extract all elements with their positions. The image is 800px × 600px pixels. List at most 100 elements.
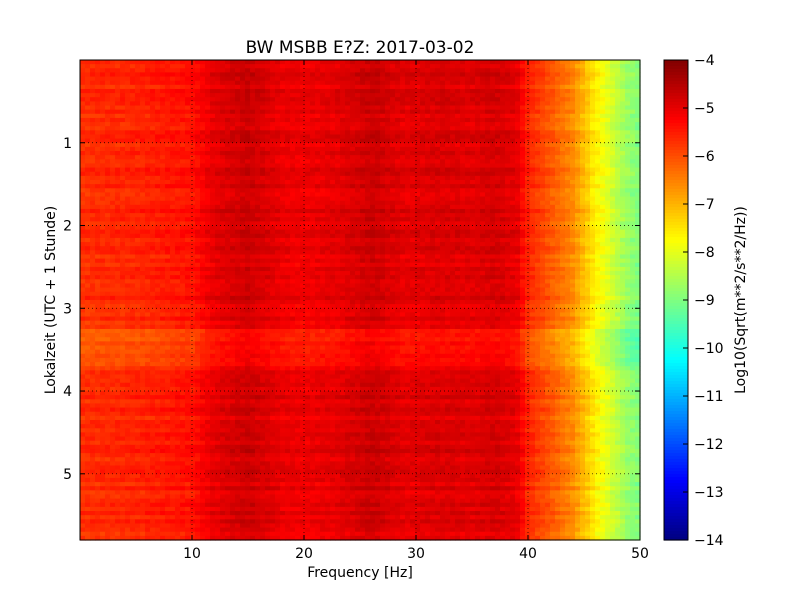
heatmap-cell — [440, 171, 446, 177]
heatmap-cell — [290, 88, 296, 94]
heatmap-cell — [185, 88, 191, 94]
heatmap-cell — [445, 151, 451, 156]
heatmap-cell — [125, 151, 131, 156]
heatmap-cell — [270, 208, 276, 214]
heatmap-cell — [435, 126, 441, 131]
heatmap-cell — [205, 188, 211, 194]
heatmap-cell — [335, 93, 341, 98]
heatmap-cell — [360, 142, 366, 148]
heatmap-cell — [555, 88, 561, 94]
heatmap-cell — [240, 196, 246, 202]
heatmap-cell — [245, 192, 251, 198]
heatmap-cell — [95, 146, 101, 152]
heatmap-cell — [175, 64, 181, 69]
heatmap-cell — [105, 155, 111, 160]
heatmap-cell — [555, 138, 561, 144]
heatmap-cell — [185, 229, 191, 235]
heatmap-cell — [430, 113, 436, 119]
heatmap-cell — [360, 192, 366, 198]
heatmap-cell — [315, 200, 321, 206]
heatmap-cell — [505, 221, 511, 227]
heatmap-cell — [615, 200, 621, 206]
heatmap-cell — [345, 159, 351, 165]
heatmap-cell — [285, 208, 291, 214]
heatmap-cell — [435, 60, 441, 65]
heatmap-cell — [265, 84, 271, 90]
heatmap-cell — [480, 130, 486, 136]
heatmap-cell — [215, 159, 221, 165]
heatmap-cell — [630, 142, 636, 148]
heatmap-cell — [565, 138, 571, 144]
heatmap-cell — [395, 101, 401, 107]
heatmap-cell — [495, 97, 501, 102]
heatmap-cell — [105, 175, 111, 181]
heatmap-cell — [515, 64, 521, 69]
heatmap-cell — [530, 76, 536, 82]
heatmap-cell — [365, 142, 371, 148]
heatmap-cell — [565, 171, 571, 177]
heatmap-cell — [375, 225, 381, 231]
heatmap-cell — [535, 151, 541, 156]
heatmap-cell — [465, 225, 471, 231]
heatmap-cell — [515, 208, 521, 214]
heatmap-cell — [360, 159, 366, 165]
heatmap-cell — [435, 105, 441, 111]
heatmap-cell — [275, 105, 281, 111]
heatmap-cell — [460, 80, 466, 86]
heatmap-cell — [260, 237, 266, 243]
heatmap-cell — [435, 200, 441, 206]
heatmap-cell — [460, 117, 466, 123]
heatmap-cell — [320, 142, 326, 148]
heatmap-cell — [275, 208, 281, 214]
heatmap-cell — [520, 113, 526, 119]
heatmap-cell — [610, 208, 616, 214]
heatmap-cell — [445, 60, 451, 65]
heatmap-cell — [510, 229, 516, 235]
heatmap-cell — [115, 167, 121, 173]
heatmap-cell — [590, 192, 596, 198]
heatmap-cell — [620, 171, 626, 177]
heatmap-cells — [80, 60, 641, 541]
heatmap-cell — [265, 208, 271, 214]
heatmap-cell — [150, 229, 156, 235]
heatmap-cell — [565, 122, 571, 127]
heatmap-cell — [370, 76, 376, 82]
heatmap-cell — [350, 93, 356, 98]
heatmap-cell — [390, 97, 396, 102]
heatmap-cell — [585, 93, 591, 98]
heatmap-cell — [410, 109, 416, 115]
heatmap-cell — [610, 155, 616, 160]
heatmap-cell — [365, 233, 371, 239]
heatmap-cell — [450, 64, 456, 69]
heatmap-cell — [465, 76, 471, 82]
heatmap-cell — [535, 68, 541, 74]
heatmap-cell — [95, 180, 101, 185]
heatmap-cell — [205, 233, 211, 239]
heatmap-cell — [155, 184, 161, 189]
heatmap-cell — [400, 80, 406, 86]
heatmap-cell — [615, 175, 621, 181]
heatmap-cell — [505, 188, 511, 194]
heatmap-cell — [260, 221, 266, 227]
heatmap-cell — [580, 138, 586, 144]
heatmap-cell — [570, 213, 576, 218]
heatmap-cell — [230, 126, 236, 131]
heatmap-cell — [510, 126, 516, 131]
heatmap-cell — [500, 155, 506, 160]
heatmap-cell — [240, 109, 246, 115]
heatmap-cell — [85, 88, 91, 94]
heatmap-cell — [295, 60, 301, 65]
heatmap-cell — [460, 101, 466, 107]
heatmap-cell — [590, 80, 596, 86]
heatmap-cell — [560, 163, 566, 169]
heatmap-cell — [190, 192, 196, 198]
heatmap-cell — [390, 171, 396, 177]
heatmap-cell — [100, 208, 106, 214]
heatmap-cell — [380, 242, 386, 247]
heatmap-cell — [475, 233, 481, 239]
heatmap-cell — [320, 72, 326, 78]
heatmap-cell — [555, 192, 561, 198]
heatmap-cell — [420, 151, 426, 156]
heatmap-cell — [315, 109, 321, 115]
heatmap-cell — [220, 138, 226, 144]
